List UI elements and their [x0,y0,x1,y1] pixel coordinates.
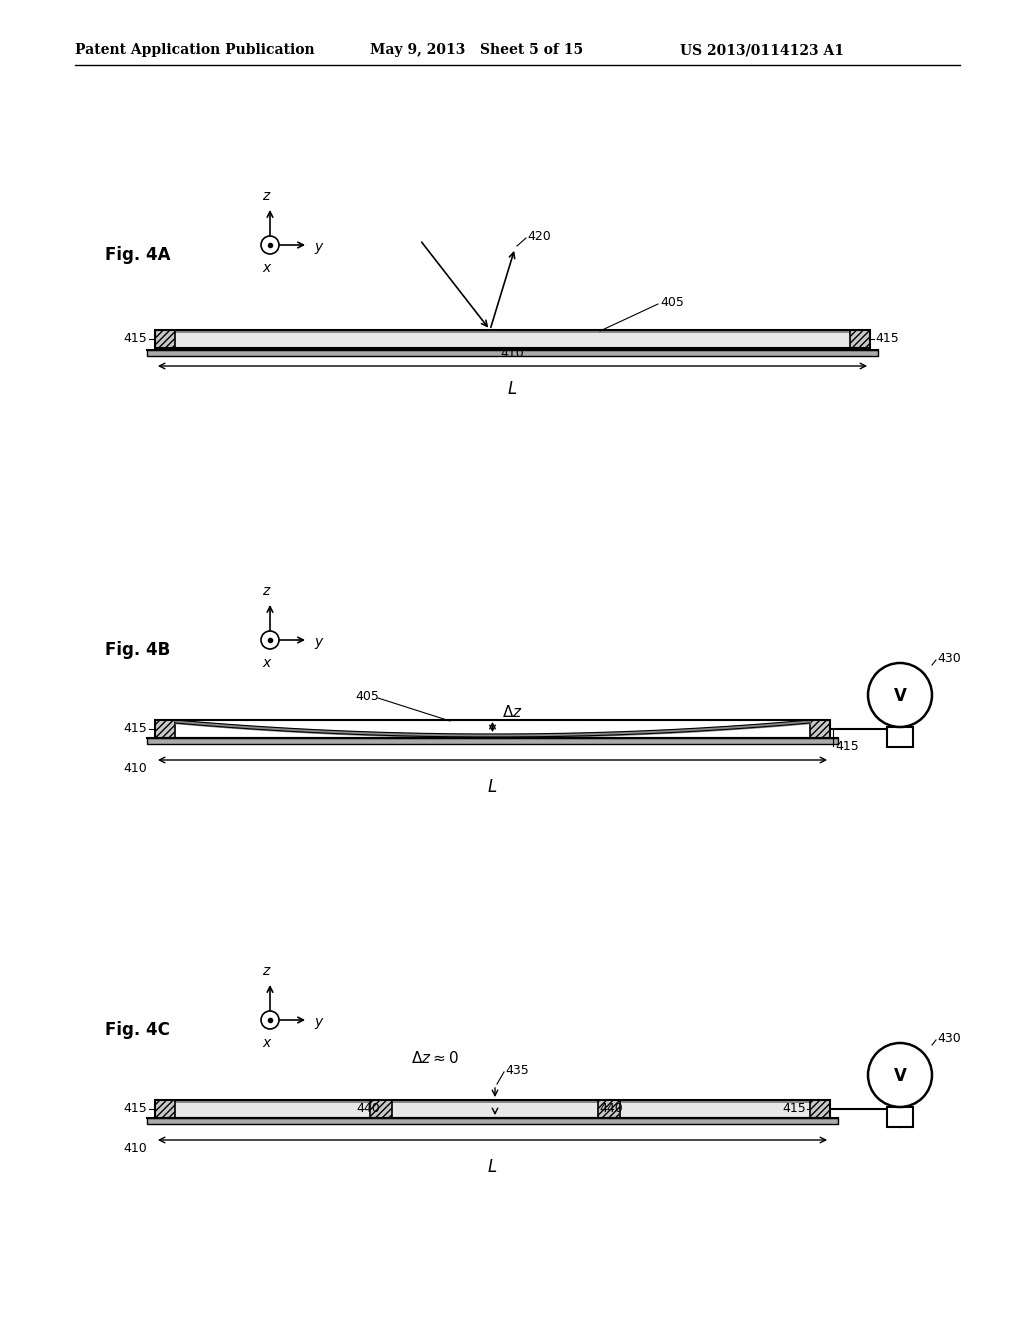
Text: 410: 410 [123,1142,147,1155]
Circle shape [868,1043,932,1107]
Circle shape [261,631,279,649]
Circle shape [261,236,279,253]
Text: 415: 415 [123,1102,147,1115]
Text: Patent Application Publication: Patent Application Publication [75,44,314,57]
Text: x: x [262,656,270,671]
Text: 415: 415 [123,722,147,735]
Bar [155,1100,175,1118]
Circle shape [868,663,932,727]
Text: 410: 410 [501,347,524,360]
Text: Fig. 4A: Fig. 4A [105,246,171,264]
Text: z: z [262,189,269,203]
Circle shape [261,1011,279,1030]
Text: y: y [314,635,323,649]
Bar [810,719,830,738]
Text: z: z [262,583,269,598]
Text: 415: 415 [835,739,859,752]
Bar [155,719,830,738]
Text: 415: 415 [123,333,147,346]
Text: May 9, 2013   Sheet 5 of 15: May 9, 2013 Sheet 5 of 15 [370,44,583,57]
Text: 430: 430 [937,652,961,664]
Bar [155,330,175,348]
Text: y: y [314,240,323,253]
Bar [155,719,175,738]
Bar [147,350,878,356]
Text: x: x [262,261,270,275]
Text: $\Delta z$: $\Delta z$ [503,704,523,719]
Text: L: L [508,380,517,399]
Bar [850,330,870,348]
Bar [147,1118,838,1125]
Bar [887,1107,913,1127]
Text: Fig. 4B: Fig. 4B [105,642,170,659]
Text: z: z [262,964,269,978]
Bar [175,1100,810,1118]
Text: 440: 440 [356,1102,380,1115]
Bar [887,727,913,747]
Text: 415: 415 [782,1102,806,1115]
Text: 440: 440 [599,1102,623,1115]
Bar [810,1100,830,1118]
Text: 415: 415 [874,333,899,346]
Bar [155,1100,830,1118]
Text: 410: 410 [123,762,147,775]
Text: US 2013/0114123 A1: US 2013/0114123 A1 [680,44,844,57]
Bar [155,330,870,348]
Text: $\Delta z \approx 0$: $\Delta z \approx 0$ [411,1049,459,1067]
Text: 430: 430 [937,1031,961,1044]
Text: y: y [314,1015,323,1030]
Text: V: V [894,686,906,705]
Text: 420: 420 [527,230,551,243]
Text: x: x [262,1036,270,1049]
Text: Fig. 4C: Fig. 4C [105,1020,170,1039]
Text: L: L [487,777,497,796]
Text: V: V [894,1067,906,1085]
Bar [175,1100,810,1104]
Bar [147,738,838,744]
Bar [598,1100,620,1118]
Text: L: L [487,1158,497,1176]
Text: 405: 405 [355,689,379,702]
Bar [175,330,850,348]
Text: 405: 405 [660,296,684,309]
Text: 435: 435 [505,1064,528,1077]
Bar [175,330,850,333]
Bar [370,1100,392,1118]
